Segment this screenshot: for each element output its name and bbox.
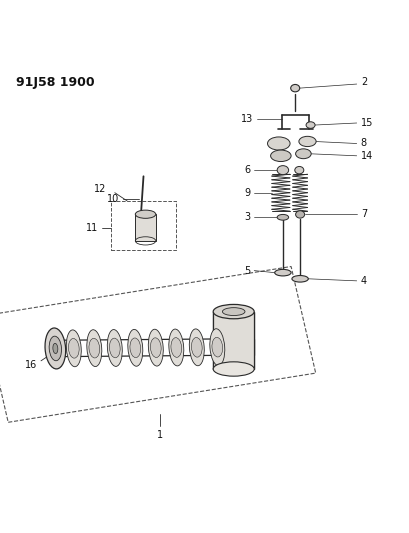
Ellipse shape xyxy=(274,269,290,276)
Polygon shape xyxy=(135,214,155,241)
Ellipse shape xyxy=(298,136,315,147)
Text: 8: 8 xyxy=(360,139,366,149)
Ellipse shape xyxy=(209,329,224,366)
Ellipse shape xyxy=(169,329,183,366)
Ellipse shape xyxy=(295,149,310,159)
Text: 4: 4 xyxy=(360,276,366,286)
Text: 5: 5 xyxy=(243,265,249,276)
Ellipse shape xyxy=(191,337,202,357)
Text: 1: 1 xyxy=(157,430,162,440)
Ellipse shape xyxy=(291,276,308,282)
Ellipse shape xyxy=(294,166,303,174)
Ellipse shape xyxy=(222,308,245,316)
Text: 7: 7 xyxy=(360,209,366,220)
Ellipse shape xyxy=(49,336,61,361)
Ellipse shape xyxy=(290,84,299,92)
Ellipse shape xyxy=(89,338,99,358)
Ellipse shape xyxy=(148,329,163,366)
Ellipse shape xyxy=(267,137,289,150)
Ellipse shape xyxy=(270,150,290,161)
Ellipse shape xyxy=(171,338,181,357)
Ellipse shape xyxy=(68,338,79,358)
Ellipse shape xyxy=(135,210,155,219)
Text: 2: 2 xyxy=(360,77,366,87)
Ellipse shape xyxy=(305,122,314,128)
Ellipse shape xyxy=(128,329,142,366)
Ellipse shape xyxy=(109,338,120,358)
Text: 6: 6 xyxy=(243,165,249,175)
Ellipse shape xyxy=(189,329,204,366)
Ellipse shape xyxy=(213,362,254,376)
Text: 14: 14 xyxy=(360,151,372,161)
Ellipse shape xyxy=(276,166,288,175)
Ellipse shape xyxy=(87,330,101,367)
Ellipse shape xyxy=(107,329,122,366)
Polygon shape xyxy=(213,312,254,369)
Text: 3: 3 xyxy=(243,212,249,222)
Ellipse shape xyxy=(211,337,222,357)
Ellipse shape xyxy=(295,211,304,218)
Text: 9: 9 xyxy=(243,188,249,198)
Ellipse shape xyxy=(45,328,65,369)
Ellipse shape xyxy=(213,304,254,319)
Text: 91J58 1900: 91J58 1900 xyxy=(16,76,95,89)
Ellipse shape xyxy=(53,343,58,353)
Ellipse shape xyxy=(66,330,81,367)
Ellipse shape xyxy=(150,338,161,358)
Text: 12: 12 xyxy=(94,183,106,193)
Ellipse shape xyxy=(276,214,288,220)
Text: 16: 16 xyxy=(25,360,37,370)
Text: 13: 13 xyxy=(240,114,252,124)
Text: 15: 15 xyxy=(360,118,372,128)
Text: 10: 10 xyxy=(106,194,119,204)
Text: 11: 11 xyxy=(86,223,98,232)
Ellipse shape xyxy=(130,338,140,358)
